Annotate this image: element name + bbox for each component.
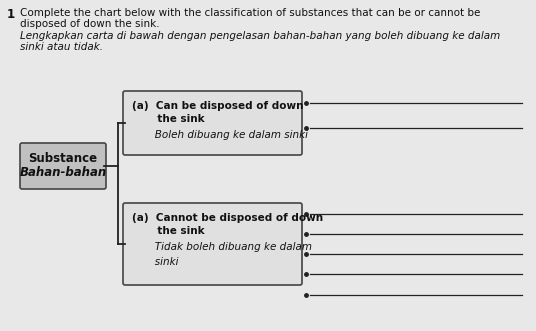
Text: 1: 1: [7, 8, 15, 21]
Text: the sink: the sink: [132, 226, 205, 236]
FancyBboxPatch shape: [20, 143, 106, 189]
Text: disposed of down the sink.: disposed of down the sink.: [20, 19, 160, 29]
FancyBboxPatch shape: [123, 203, 302, 285]
Text: (a)  Can be disposed of down: (a) Can be disposed of down: [132, 101, 303, 111]
FancyBboxPatch shape: [123, 91, 302, 155]
Text: sinki: sinki: [132, 257, 178, 267]
Text: the sink: the sink: [132, 114, 205, 124]
Text: (a)  Cannot be disposed of down: (a) Cannot be disposed of down: [132, 213, 323, 223]
Text: Substance: Substance: [28, 152, 98, 165]
Text: Boleh dibuang ke dalam sinki: Boleh dibuang ke dalam sinki: [132, 130, 308, 140]
Text: sinki atau tidak.: sinki atau tidak.: [20, 42, 103, 52]
Text: Bahan-bahan: Bahan-bahan: [19, 166, 107, 179]
Text: Tidak boleh dibuang ke dalam: Tidak boleh dibuang ke dalam: [132, 242, 312, 252]
Text: Complete the chart below with the classification of substances that can be or ca: Complete the chart below with the classi…: [20, 8, 480, 18]
Text: Lengkapkan carta di bawah dengan pengelasan bahan-bahan yang boleh dibuang ke da: Lengkapkan carta di bawah dengan pengela…: [20, 31, 500, 41]
